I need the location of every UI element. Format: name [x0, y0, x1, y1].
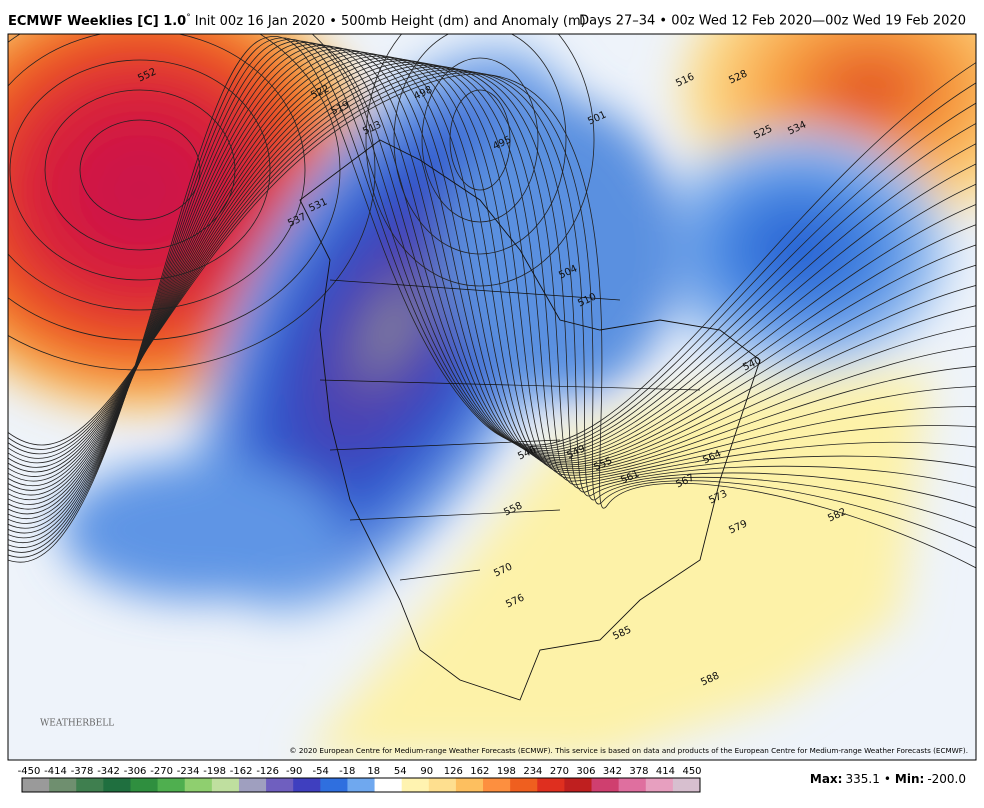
valid-time: Days 27–34 • 00z Wed 12 Feb 2020—00z Wed…	[579, 14, 966, 29]
colorbar-label: -270	[150, 766, 173, 777]
colorbar-swatch	[672, 778, 701, 792]
colorbar-label: 198	[497, 766, 516, 777]
contour	[79, 119, 201, 221]
colorbar-swatch	[211, 778, 240, 792]
colorbar-label: -54	[313, 766, 329, 777]
contour	[8, 36, 976, 563]
colorbar-swatch	[455, 778, 484, 792]
canada-anomaly	[440, 100, 680, 400]
colorbar-label: -234	[177, 766, 200, 777]
colorbar-label: 234	[523, 766, 542, 777]
colorbar-label: 126	[444, 766, 463, 777]
contour	[421, 57, 539, 223]
colorbar-label: 342	[603, 766, 622, 777]
copyright: © 2020 European Centre for Medium-range …	[289, 746, 968, 755]
borders	[319, 279, 701, 581]
colorbar-label: 162	[470, 766, 489, 777]
contour	[449, 89, 511, 191]
colorbar-swatch	[645, 778, 674, 792]
colorbar-swatch	[293, 778, 321, 792]
colorbar-label: 18	[367, 766, 380, 777]
contour	[8, 37, 976, 558]
colorbar-swatch	[591, 778, 620, 792]
colorbar-swatch	[483, 778, 511, 792]
colorbar-swatch	[22, 778, 50, 792]
warm-anomaly	[300, 370, 930, 760]
colorbar-label: -342	[97, 766, 120, 777]
map-frame	[7, 33, 977, 761]
colorbar-swatch	[374, 778, 403, 792]
colorbar: -450 -414 -378 -342 -306 -270 -234 -198 -162 -126…	[18, 766, 702, 793]
colorbar-label: -378	[71, 766, 94, 777]
colorbar-swatch	[76, 778, 104, 792]
colorbar-swatch	[320, 778, 348, 792]
max-label: Max:	[810, 772, 843, 786]
colorbar-swatch	[184, 778, 213, 792]
title: ECMWF Weeklies [C] 1.0° Init 00z 16 Jan 2…	[8, 13, 586, 29]
colorbar-swatch	[401, 778, 430, 792]
subtitle: Init 00z 16 Jan 2020 • 500mb Height (dm)…	[195, 14, 586, 29]
stats: Max: 335.1 • Min: -200.0	[810, 772, 966, 786]
colorbar-swatch	[130, 778, 159, 792]
colorbar-label: -450	[18, 766, 41, 777]
colorbar-label: 306	[576, 766, 595, 777]
colorbar-label: -126	[256, 766, 279, 777]
colorbar-swatch	[537, 778, 565, 792]
colorbar-label: -306	[124, 766, 147, 777]
colorbar-label: 90	[420, 766, 433, 777]
contour	[8, 34, 306, 311]
colorbar-label: 270	[550, 766, 569, 777]
colorbar-swatch	[347, 778, 376, 792]
max-value: 335.1	[845, 772, 879, 786]
colorbar-swatch	[618, 778, 647, 792]
colorbar-swatch	[266, 778, 294, 792]
contour	[8, 40, 976, 548]
contour	[44, 89, 236, 251]
colorbar-label: -18	[339, 766, 355, 777]
colorbar-label: 414	[656, 766, 675, 777]
colorbar-label: -198	[203, 766, 226, 777]
colorbar-swatch	[510, 778, 538, 792]
east-anomaly	[650, 130, 950, 370]
colorbar-label: 378	[629, 766, 648, 777]
contour	[8, 73, 976, 569]
degree: °	[186, 13, 191, 23]
colorbar-swatch	[157, 778, 186, 792]
colorbar-swatch	[238, 778, 267, 792]
coastline	[299, 139, 761, 701]
colorbar-swatch	[103, 778, 131, 792]
min-value: -200.0	[927, 772, 966, 786]
contour	[8, 34, 376, 371]
colorbar-label: -90	[286, 766, 302, 777]
contour	[365, 34, 595, 287]
colorbar-label: -162	[230, 766, 253, 777]
trough-anomaly-west	[60, 460, 340, 600]
contour	[393, 34, 567, 255]
min-label: Min:	[895, 772, 924, 786]
stats-sep: •	[884, 772, 891, 786]
colorbar-swatch	[49, 778, 77, 792]
colorbar-frame	[21, 777, 701, 793]
contour	[9, 59, 271, 281]
colorbar-label: 54	[394, 766, 407, 777]
logo: WEATHERBELL	[40, 719, 114, 729]
contour	[8, 42, 976, 543]
colorbar-label: -414	[44, 766, 67, 777]
anomaly-shading	[8, 34, 976, 760]
colorbar-swatch	[564, 778, 593, 792]
colorbar-label: 450	[682, 766, 701, 777]
colorbar-swatch	[428, 778, 457, 792]
title-main: ECMWF Weeklies [C] 1.0	[8, 14, 186, 29]
